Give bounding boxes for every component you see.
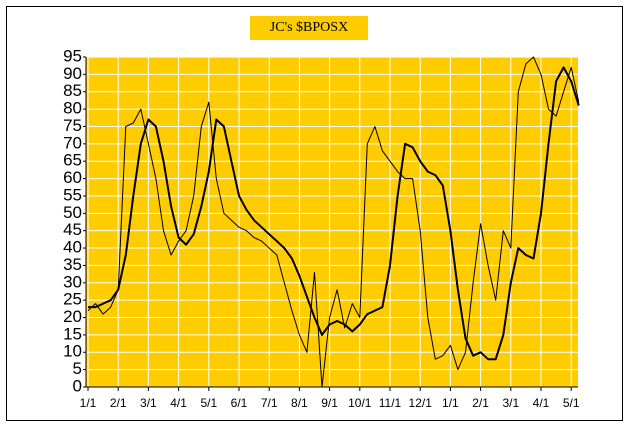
y-tick-label: 45: [63, 220, 82, 239]
x-tick-label: 10/1: [348, 396, 372, 410]
x-tick-label: 7/1: [261, 396, 278, 410]
x-tick-label: 1/1: [442, 396, 459, 410]
plot-area: [86, 57, 578, 387]
x-tick-label: 3/1: [502, 396, 519, 410]
y-tick-label: 65: [63, 151, 82, 170]
x-tick-label: 9/1: [321, 396, 338, 410]
y-tick-label: 70: [63, 133, 82, 152]
x-tick-label: 4/1: [533, 396, 550, 410]
x-tick-label: 11/1: [379, 396, 402, 410]
y-tick-label: 50: [63, 203, 82, 222]
y-tick-label: 0: [73, 376, 82, 395]
y-tick-label: 30: [63, 272, 82, 291]
y-tick-label: 25: [63, 290, 82, 309]
x-tick-label: 8/1: [291, 396, 308, 410]
chart-title: JC's $BPOSX: [270, 20, 348, 35]
x-tick-label: 6/1: [231, 396, 248, 410]
y-tick-label: 20: [63, 307, 82, 326]
x-tick-label: 5/1: [200, 396, 217, 410]
y-tick-label: 55: [63, 185, 82, 204]
y-tick-label: 60: [63, 168, 82, 187]
y-tick-label: 75: [63, 116, 82, 135]
y-tick-label: 85: [63, 81, 82, 100]
y-tick-label: 40: [63, 238, 82, 257]
y-tick-label: 95: [63, 46, 82, 65]
series-line: [88, 66, 580, 361]
x-tick-label: 2/1: [472, 396, 489, 410]
y-tick-label: 15: [63, 324, 82, 343]
x-tick-label: 5/1: [563, 396, 580, 410]
x-tick-label: 1/1: [80, 396, 97, 410]
series-line: [87, 56, 580, 388]
y-tick-label: 90: [63, 64, 82, 83]
x-tick-label: 3/1: [140, 396, 157, 410]
y-tick-label: 10: [63, 342, 82, 361]
y-tick-label: 80: [63, 99, 82, 118]
x-tick-label: 12/1: [409, 396, 433, 410]
y-tick-label: 5: [73, 359, 82, 378]
y-tick-label: 35: [63, 255, 82, 274]
title-box: [250, 16, 368, 40]
x-tick-label: 2/1: [110, 396, 127, 410]
x-tick-label: 4/1: [170, 396, 187, 410]
